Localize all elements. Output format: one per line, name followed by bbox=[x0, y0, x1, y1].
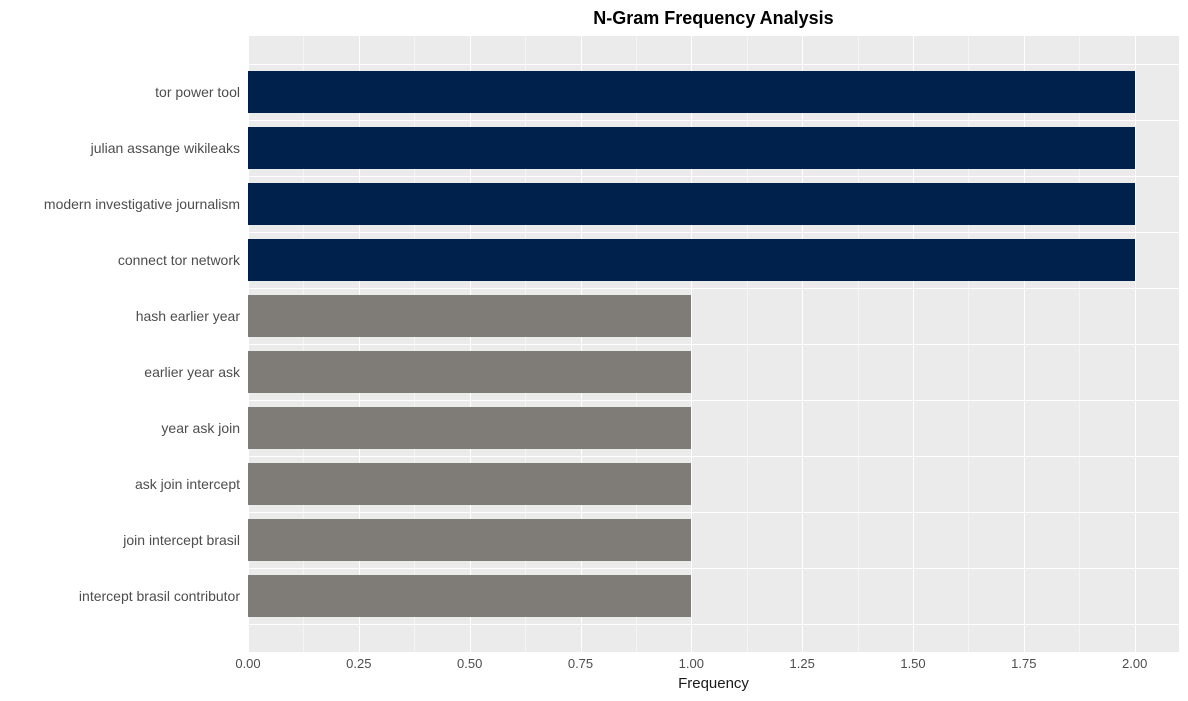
x-tick-label: 0.25 bbox=[346, 656, 371, 671]
bar bbox=[248, 575, 691, 616]
y-tick-label: ask join intercept bbox=[135, 476, 240, 492]
grid-h bbox=[248, 288, 1179, 289]
x-tick-label: 2.00 bbox=[1122, 656, 1147, 671]
grid-h bbox=[248, 64, 1179, 65]
grid-h bbox=[248, 400, 1179, 401]
bar bbox=[248, 295, 691, 336]
y-tick-label: tor power tool bbox=[155, 84, 240, 100]
bar bbox=[248, 519, 691, 560]
plot-area bbox=[248, 36, 1179, 652]
bar bbox=[248, 351, 691, 392]
y-tick-label: intercept brasil contributor bbox=[79, 588, 240, 604]
y-tick-label: earlier year ask bbox=[144, 364, 240, 380]
grid-h bbox=[248, 512, 1179, 513]
bar bbox=[248, 239, 1135, 280]
bar bbox=[248, 407, 691, 448]
bar bbox=[248, 71, 1135, 112]
y-tick-label: year ask join bbox=[161, 420, 240, 436]
y-tick-label: connect tor network bbox=[118, 252, 240, 268]
y-tick-label: julian assange wikileaks bbox=[91, 140, 240, 156]
grid-h bbox=[248, 624, 1179, 625]
chart-title: N-Gram Frequency Analysis bbox=[248, 8, 1179, 29]
grid-h bbox=[248, 456, 1179, 457]
grid-h bbox=[248, 120, 1179, 121]
x-tick-label: 1.00 bbox=[679, 656, 704, 671]
x-tick-label: 0.00 bbox=[235, 656, 260, 671]
grid-h bbox=[248, 344, 1179, 345]
grid-h bbox=[248, 232, 1179, 233]
bar bbox=[248, 463, 691, 504]
grid-h bbox=[248, 176, 1179, 177]
bar bbox=[248, 183, 1135, 224]
x-tick-label: 1.25 bbox=[790, 656, 815, 671]
x-tick-label: 1.75 bbox=[1011, 656, 1036, 671]
bar bbox=[248, 127, 1135, 168]
x-tick-label: 0.50 bbox=[457, 656, 482, 671]
x-tick-label: 1.50 bbox=[900, 656, 925, 671]
y-tick-label: hash earlier year bbox=[136, 308, 240, 324]
x-tick-label: 0.75 bbox=[568, 656, 593, 671]
y-tick-label: join intercept brasil bbox=[123, 532, 240, 548]
y-tick-label: modern investigative journalism bbox=[44, 196, 240, 212]
x-axis-label: Frequency bbox=[248, 675, 1179, 692]
grid-h bbox=[248, 568, 1179, 569]
chart-container: N-Gram Frequency Analysis Frequency 0.00… bbox=[0, 0, 1188, 701]
